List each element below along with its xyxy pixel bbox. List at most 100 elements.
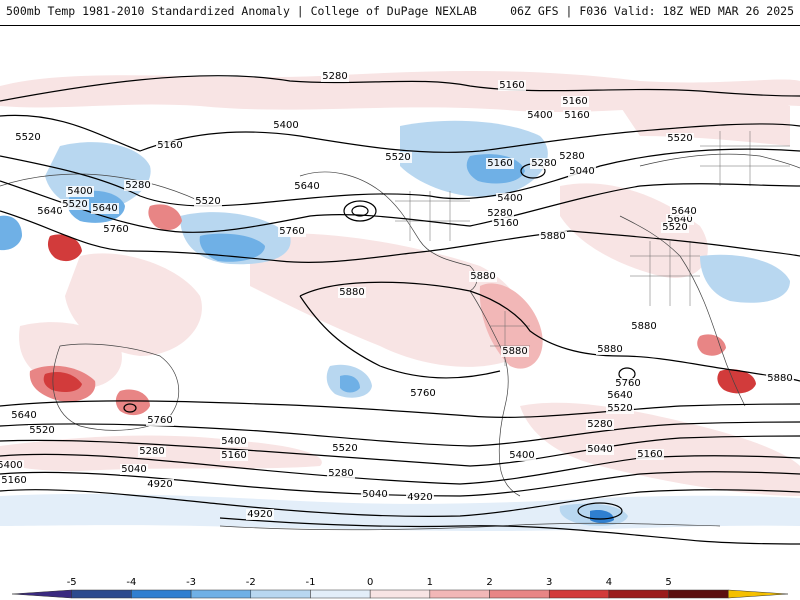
contour-label: 5520: [332, 443, 357, 454]
contour-label-bg: [561, 96, 589, 107]
contour-label-bg: [91, 203, 119, 214]
contour-label: 5520: [667, 133, 692, 144]
legend-swatch-high-arrow: [728, 589, 789, 599]
legend-canvas: -5 -4 -3 -2 -1 0 1 2 3 4 5: [11, 577, 789, 599]
contour-label: 5040: [121, 464, 146, 475]
contour-label-bg: [539, 231, 567, 242]
contour-label: 5520: [607, 403, 632, 414]
asia-coast: [0, 173, 211, 207]
contour-label-bg: [563, 110, 591, 121]
africa-coast: [619, 215, 746, 407]
contour-label: 5040: [362, 489, 387, 500]
contour-label-bg: [156, 140, 184, 151]
contour-label-bg: [568, 166, 596, 177]
contour-label: 5280: [487, 208, 512, 219]
contour-label: 5160: [562, 96, 587, 107]
contour-label: 5520: [195, 196, 220, 207]
contour-label-bg: [486, 158, 514, 169]
contour-label: 5040: [587, 444, 612, 455]
contour-label: 5160: [499, 80, 524, 91]
contour-labels: 5280516051605520540051605280540056405520…: [0, 71, 794, 520]
contour-label-bg: [28, 425, 56, 436]
contour-label: 5640: [92, 203, 117, 214]
contour-label-bg: [220, 450, 248, 461]
contour-label: 4920: [247, 509, 272, 520]
contour-label-bg: [661, 222, 689, 233]
contour-label-bg: [492, 218, 520, 229]
contour-label: 5520: [29, 425, 54, 436]
contour-label-bg: [586, 444, 614, 455]
contour-label-bg: [124, 180, 152, 191]
legend-tick-label: -1: [305, 577, 315, 588]
contour-label-bg: [0, 460, 24, 471]
contour-label: 5640: [667, 214, 692, 225]
contour-label: 5160: [493, 218, 518, 229]
legend-swatch: [190, 589, 252, 599]
contour-label-bg: [666, 133, 694, 144]
contour-label: 5280: [559, 151, 584, 162]
contour-label: 5880: [767, 373, 792, 384]
legend-swatch-low-arrow: [11, 589, 72, 599]
contour-label: 5640: [37, 206, 62, 217]
legend-tick-label: 1: [427, 577, 433, 588]
legend-tick-label: -3: [186, 577, 196, 588]
contour-label-bg: [321, 71, 349, 82]
contour-label: 5760: [103, 224, 128, 235]
legend-tick-label: 4: [606, 577, 612, 588]
contour-label: 5760: [279, 226, 304, 237]
contour-label-bg: [498, 80, 526, 91]
contour-label-bg: [0, 475, 28, 486]
legend-swatch: [369, 589, 431, 599]
contour-label-bg: [614, 378, 642, 389]
contour-label-bg: [486, 208, 514, 219]
contour-label-bg: [766, 373, 794, 384]
legend-tick-label: 2: [486, 577, 492, 588]
contour-label: 5160: [564, 110, 589, 121]
contour-label-bg: [120, 464, 148, 475]
legend-tick-label: 3: [546, 577, 552, 588]
contour-label: 5280: [328, 468, 353, 479]
contour-label-bg: [406, 492, 434, 503]
contour-label-bg: [409, 388, 437, 399]
legend-swatch: [668, 589, 729, 599]
contour-label: 5160: [637, 449, 662, 460]
contour-label-bg: [530, 158, 558, 169]
legend-swatch: [131, 589, 192, 599]
legend-swatch: [310, 589, 371, 599]
contour-label: 5400: [221, 436, 246, 447]
contour-label: 5280: [139, 446, 164, 457]
legend-swatch: [548, 589, 610, 599]
contour-label-bg: [14, 132, 42, 143]
contour-label: 5520: [385, 152, 410, 163]
legend-tick-label: 0: [367, 577, 373, 588]
contour-label: 5280: [531, 158, 556, 169]
legend-tick-labels: -5 -4 -3 -2 -1 0 1 2 3 4 5: [67, 577, 672, 588]
contour-label-bg: [606, 403, 634, 414]
contour-label: 5520: [15, 132, 40, 143]
anomaly-map[interactable]: 5280 5160 5160 5520 5400 5160 5280 5400 5640 5520…: [0, 25, 800, 558]
contour-label-bg: [630, 321, 658, 332]
contour-label-bg: [384, 152, 412, 163]
contour-label: 5880: [502, 346, 527, 357]
contour-label-bg: [146, 479, 174, 490]
contour-label: 5880: [631, 321, 656, 332]
contour-label-bg: [469, 271, 497, 282]
contour-label-bg: [338, 287, 366, 298]
contour-label: 5880: [540, 231, 565, 242]
contour-label-bg: [272, 120, 300, 131]
contour-label-bg: [66, 186, 94, 197]
legend-swatch: [429, 589, 490, 599]
contour-label-bg: [636, 449, 664, 460]
legend-tick-label: -5: [67, 577, 77, 588]
legend-swatch: [489, 589, 550, 599]
contour-label: 5400: [497, 193, 522, 204]
contour-label-bg: [146, 415, 174, 426]
contour-label: 5280: [587, 419, 612, 430]
contour-label-bg: [586, 419, 614, 430]
contour-label-bg: [596, 344, 624, 355]
contour-label-bg: [606, 390, 634, 401]
legend-tick-label: -4: [126, 577, 136, 588]
contour-label: 5760: [410, 388, 435, 399]
contour-label: 5280: [125, 180, 150, 191]
contour-label: 5520: [62, 199, 87, 210]
